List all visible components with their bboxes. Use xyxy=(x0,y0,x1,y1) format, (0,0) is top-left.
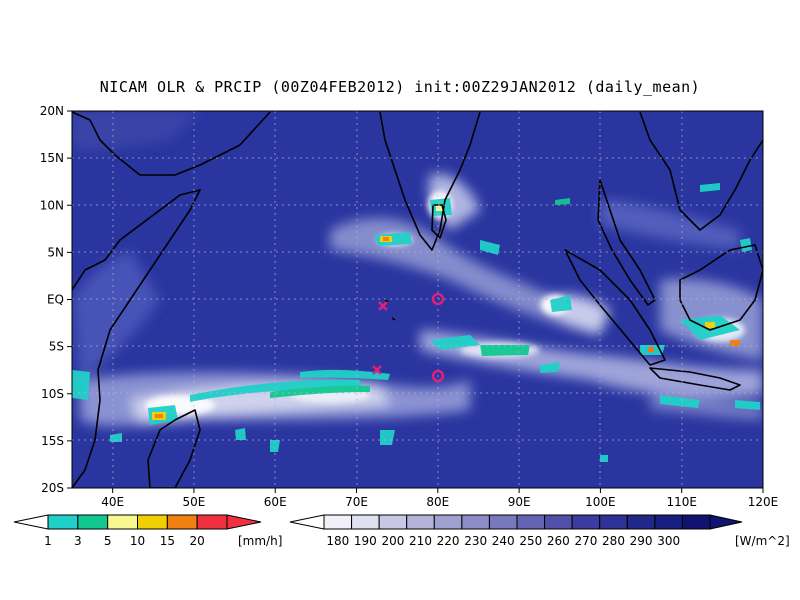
malay-peninsula xyxy=(597,179,656,306)
lat-tick-label: 5N xyxy=(47,245,64,259)
precip-field xyxy=(72,183,760,462)
olr-legend-arrow-low xyxy=(289,514,325,530)
lon-tick-label: 110E xyxy=(666,495,697,509)
lat-tick-label: 10N xyxy=(40,198,64,212)
map-panel xyxy=(72,111,763,488)
olr-legend-label: 240 xyxy=(492,534,515,548)
olr-legend-swatch xyxy=(599,514,628,530)
olr-legend-swatch xyxy=(351,514,380,530)
precip-legend-swatch xyxy=(137,514,168,530)
lat-tick-label: 15N xyxy=(40,151,64,165)
map-axes: 20N 15N 10N 5N EQ 5S 10S 15S 20S 40E 50E 60E 70E 80E 9… xyxy=(40,104,779,509)
precip-legend-swatch xyxy=(166,514,198,530)
olr-legend-label: 230 xyxy=(464,534,487,548)
olr-legend-label: 250 xyxy=(519,534,542,548)
sumatra xyxy=(564,249,666,366)
lon-tick-label: 70E xyxy=(345,495,368,509)
coastlines xyxy=(72,111,763,488)
olr-legend-label: 260 xyxy=(547,534,570,548)
olr-legend-swatch xyxy=(323,514,353,530)
precip-legend-swatch xyxy=(77,514,109,530)
circle-marker xyxy=(431,369,445,383)
precip-legend-arrow-low xyxy=(13,514,49,530)
madagascar xyxy=(147,409,201,488)
olr-legend-label: 200 xyxy=(381,534,404,548)
lat-tick-label: 20N xyxy=(40,104,64,118)
olr-legend-swatch xyxy=(406,514,435,530)
precip-legend-swatch xyxy=(47,514,79,530)
lon-tick-label: 100E xyxy=(585,495,616,509)
olr-legend-swatch xyxy=(461,514,490,530)
x-marker xyxy=(378,301,388,311)
sri-lanka xyxy=(431,204,447,239)
precip-legend-swatch xyxy=(107,514,138,530)
circle-marker xyxy=(431,292,445,306)
precip-legend-label: 3 xyxy=(74,534,82,548)
markers xyxy=(372,292,445,383)
olr-legend-label: 290 xyxy=(630,534,653,548)
lat-tick-label: 5S xyxy=(49,340,64,354)
lat-tick-label: 15S xyxy=(41,434,64,448)
africa-coast xyxy=(72,189,201,488)
olr-legend-unit: [W/m^2] xyxy=(735,534,790,548)
precip-legend-label: 15 xyxy=(160,534,175,548)
olr-legend-swatch xyxy=(654,514,683,530)
india-coast xyxy=(379,111,481,251)
precip-legend-label: 20 xyxy=(190,534,205,548)
olr-legend-arrow-high xyxy=(709,514,743,530)
olr-legend-swatch xyxy=(378,514,408,530)
precip-legend-label: 10 xyxy=(130,534,145,548)
precip-legend-arrow-high xyxy=(226,514,262,530)
olr-legend-label: 180 xyxy=(326,534,349,548)
java xyxy=(649,367,741,391)
lon-tick-label: 60E xyxy=(264,495,287,509)
olr-legend-swatch xyxy=(571,514,601,530)
lat-tick-label: 20S xyxy=(41,481,64,495)
arabia-coast xyxy=(72,111,271,176)
precip-legend: 1 3 5 10 15 20 [mm/h] xyxy=(13,514,282,548)
lat-tick-label: 10S xyxy=(41,387,64,401)
olr-legend-swatch xyxy=(516,514,546,530)
olr-legend-swatch xyxy=(544,514,573,530)
lat-tick-label: EQ xyxy=(47,293,64,307)
precip-legend-label: 5 xyxy=(104,534,112,548)
olr-legend-swatch xyxy=(488,514,518,530)
lon-tick-label: 120E xyxy=(748,495,779,509)
borneo xyxy=(679,244,763,331)
graticule xyxy=(72,111,763,488)
map-title: NICAM OLR & PRCIP (00Z04FEB2012) init:00… xyxy=(99,78,701,96)
x-marker xyxy=(372,365,382,375)
olr-legend-label: 300 xyxy=(657,534,680,548)
olr-legend-swatch xyxy=(626,514,656,530)
lon-tick-label: 40E xyxy=(101,495,124,509)
olr-legend: 180 190 200 210 220 230 240 250 260 270 280 290 300 [… xyxy=(289,514,790,548)
lon-tick-label: 80E xyxy=(426,495,449,509)
olr-legend-label: 280 xyxy=(602,534,625,548)
olr-legend-label: 190 xyxy=(354,534,377,548)
indochina-coast xyxy=(639,111,763,231)
maldive-islands xyxy=(384,299,396,321)
olr-legend-swatch xyxy=(433,514,463,530)
olr-legend-label: 270 xyxy=(574,534,597,548)
olr-legend-label: 210 xyxy=(409,534,432,548)
olr-legend-label: 220 xyxy=(437,534,460,548)
olr-legend-swatch xyxy=(681,514,711,530)
precip-legend-swatch xyxy=(196,514,228,530)
precip-legend-unit: [mm/h] xyxy=(238,534,282,548)
lon-tick-label: 50E xyxy=(183,495,206,509)
lon-tick-label: 90E xyxy=(508,495,531,509)
precip-legend-label: 1 xyxy=(44,534,52,548)
